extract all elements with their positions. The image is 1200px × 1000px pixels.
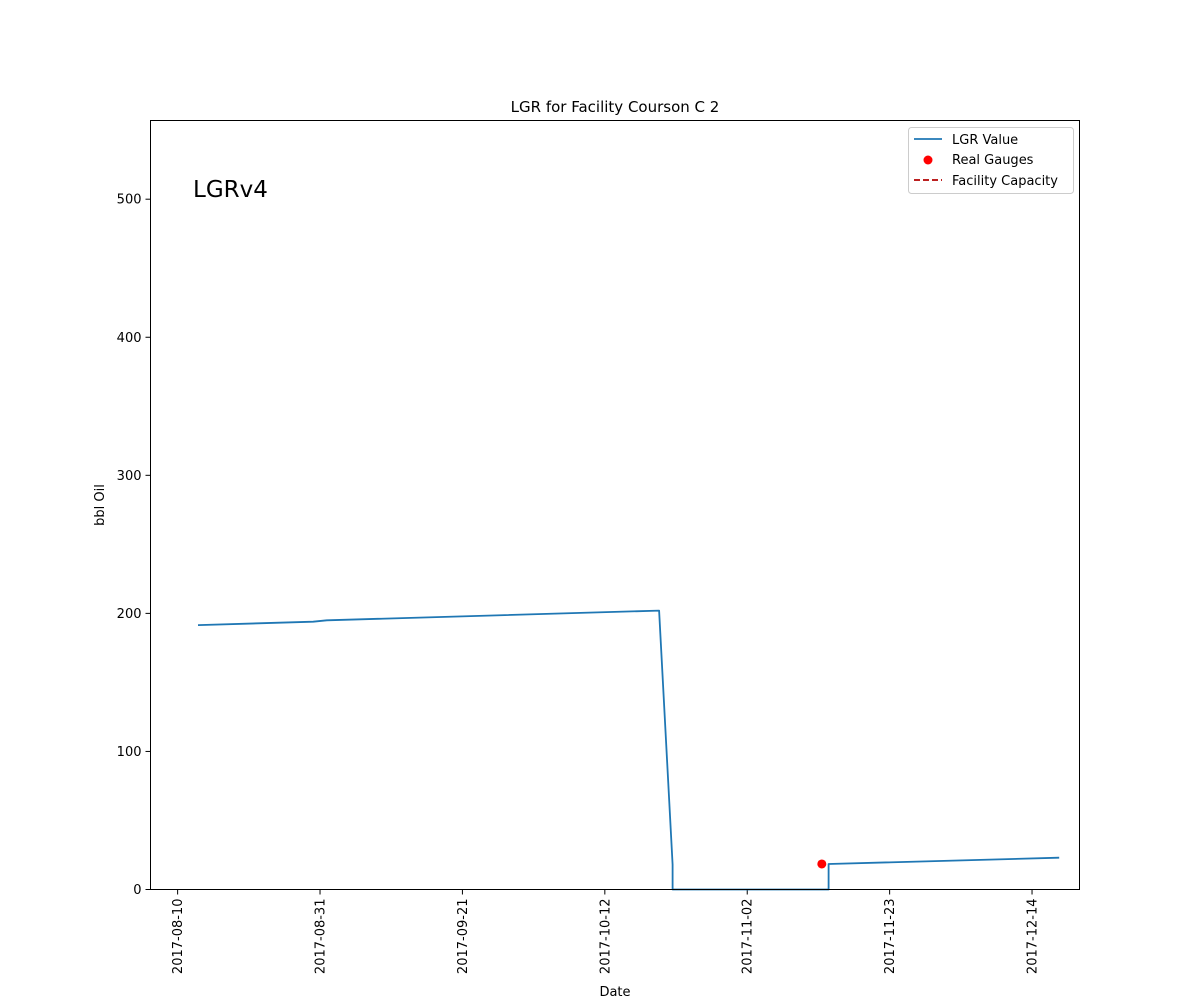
legend-entry-lgr-value: LGR Value	[952, 133, 1018, 148]
y-tick-label: 100	[117, 745, 142, 760]
x-tick-label: 2017-10-12	[598, 899, 613, 975]
y-tick-label: 0	[133, 883, 141, 898]
legend-box	[908, 127, 1074, 194]
x-tick-label: 2017-11-02	[741, 899, 756, 975]
legend-marker-swatch	[923, 155, 933, 165]
series-layer	[197, 609, 1060, 891]
y-axis: 0 100 200 300 400 500	[117, 193, 151, 898]
series-line-lgr-value	[197, 609, 1060, 891]
x-axis-label: Date	[599, 985, 630, 1000]
legend-entry-real-gauges: Real Gauges	[952, 153, 1034, 168]
x-tick-label: 2017-11-23	[883, 899, 898, 975]
y-tick-label: 300	[117, 469, 142, 484]
gauge-point	[817, 859, 827, 869]
y-tick-label: 500	[117, 193, 142, 208]
x-tick-label: 2017-09-21	[456, 899, 471, 975]
y-tick-label: 200	[117, 607, 142, 622]
legend: LGR Value Real Gauges Facility Capacity	[908, 127, 1074, 194]
chart-title: LGR for Facility Courson C 2	[511, 98, 720, 116]
legend-entry-facility-capacity: Facility Capacity	[952, 174, 1058, 189]
x-tick-label: 2017-12-14	[1026, 899, 1041, 975]
x-axis: 2017-08-10 2017-08-31 2017-09-21 2017-10-12…	[171, 889, 1041, 975]
model-annotation: LGRv4	[193, 177, 268, 203]
plot-frame	[150, 120, 1080, 890]
plot-area	[150, 120, 1080, 890]
y-tick-label: 400	[117, 331, 142, 346]
x-tick-label: 2017-08-10	[171, 899, 186, 975]
y-axis-label: bbl Oil	[93, 484, 108, 526]
x-tick-label: 2017-08-31	[314, 899, 329, 975]
